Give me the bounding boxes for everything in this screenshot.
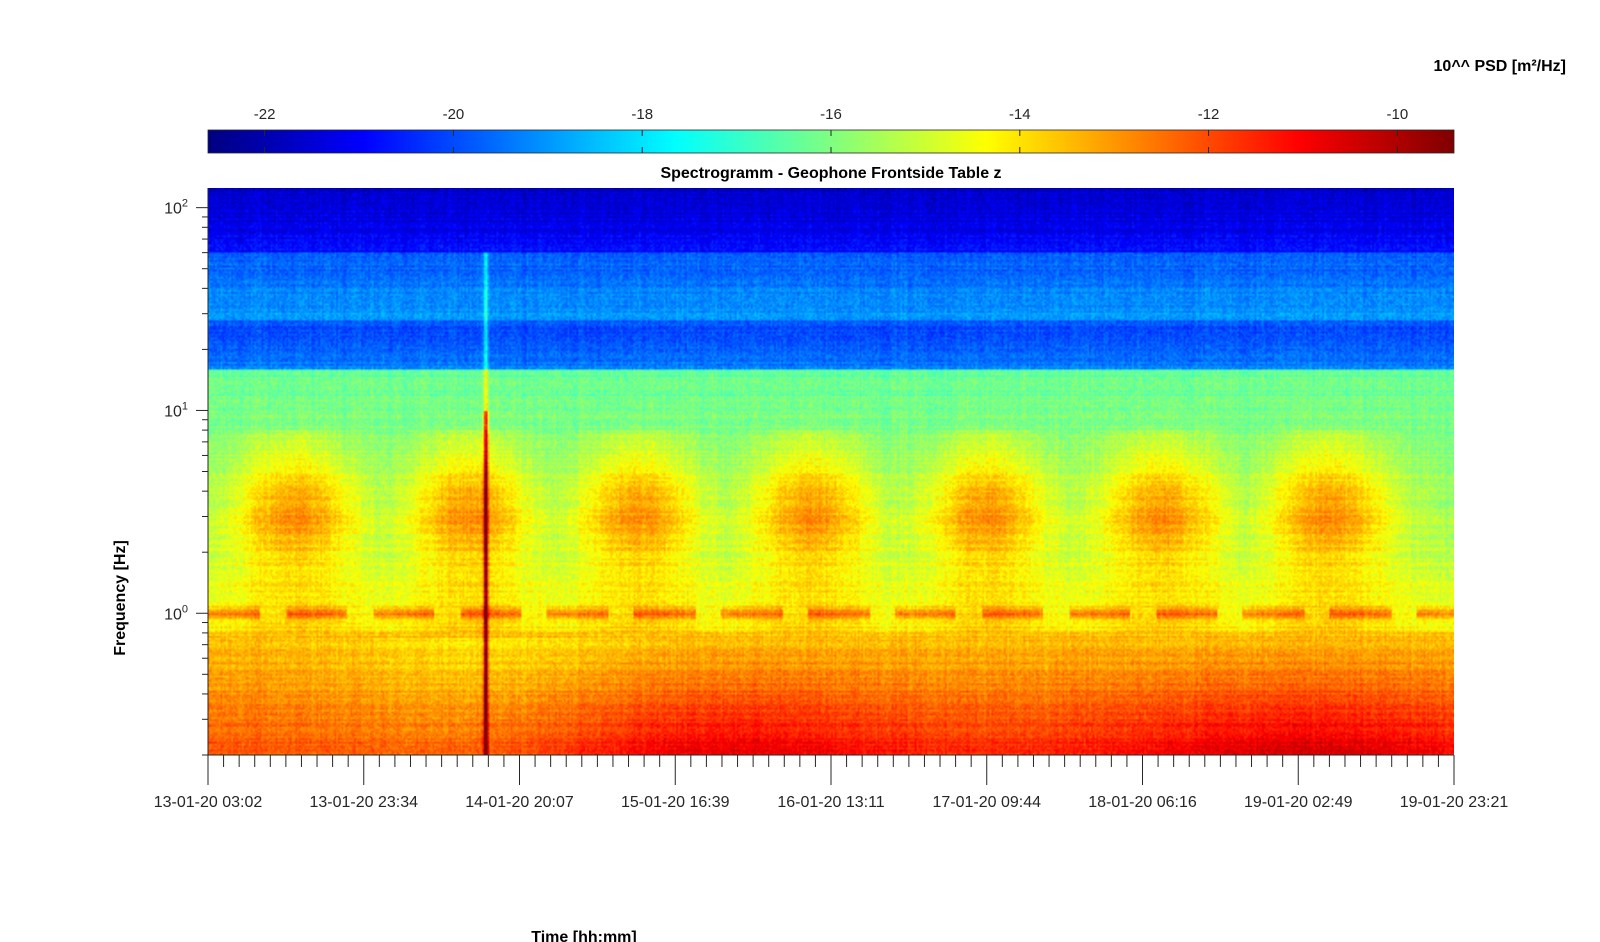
colorbar-tick-label: -20 bbox=[443, 106, 465, 123]
x-tick-label: 18-01-20 06:16 bbox=[1088, 794, 1197, 811]
x-tick-label: 19-01-20 23:21 bbox=[1400, 794, 1509, 811]
colorbar: -22 -20 -18 -16 -14 -12 -10 10^^ PSD [m²/Hz] bbox=[207, 58, 1566, 154]
colorbar-tick-label: -18 bbox=[631, 106, 653, 123]
plot-area bbox=[208, 188, 1454, 755]
colorbar-tick-label: -12 bbox=[1198, 106, 1220, 123]
x-tick-label: 16-01-20 13:11 bbox=[777, 794, 884, 811]
x-tick-label: 13-01-20 23:34 bbox=[309, 794, 418, 811]
x-axis-label: Time [hh:mm] bbox=[531, 929, 636, 942]
spectrogram-heatmap bbox=[208, 188, 1454, 755]
y-tick-label: 100 bbox=[164, 603, 188, 623]
x-tick-label: 14-01-20 20:07 bbox=[465, 794, 574, 811]
colorbar-label: 10^^ PSD [m²/Hz] bbox=[1434, 58, 1566, 75]
x-tick-label: 19-01-20 02:49 bbox=[1244, 794, 1353, 811]
colorbar-tick-label: -10 bbox=[1387, 106, 1409, 123]
colorbar-ticks: -22 -20 -18 -16 -14 -12 -10 bbox=[254, 106, 1408, 153]
y-axis: 100 101 102 bbox=[164, 188, 209, 756]
x-tick-label: 15-01-20 16:39 bbox=[621, 794, 730, 811]
y-axis-label: Frequency [Hz] bbox=[112, 540, 129, 656]
y-tick-label: 102 bbox=[164, 198, 188, 218]
x-axis: 13-01-20 03:02 13-01-20 23:34 14-01-20 20:… bbox=[154, 754, 1509, 811]
colorbar-tick-label: -14 bbox=[1009, 106, 1031, 123]
colorbar-tick-label: -16 bbox=[820, 106, 842, 123]
chart-title: Spectrogramm - Geophone Frontside Table … bbox=[660, 165, 1001, 182]
colorbar-tick-label: -22 bbox=[254, 106, 276, 123]
x-tick-label: 13-01-20 03:02 bbox=[154, 794, 263, 811]
x-tick-label: 17-01-20 09:44 bbox=[932, 794, 1041, 811]
y-tick-label: 101 bbox=[164, 400, 188, 420]
